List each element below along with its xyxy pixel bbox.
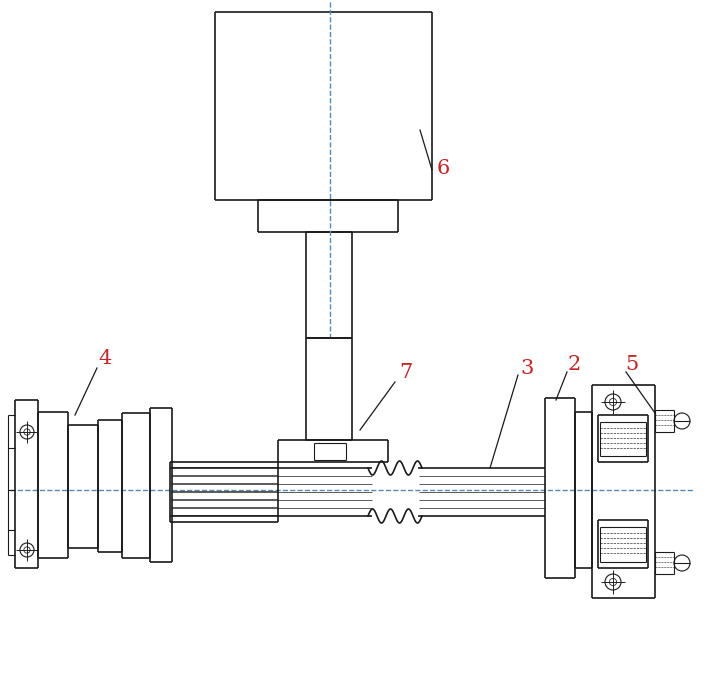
Text: 5: 5 bbox=[626, 355, 639, 375]
Text: 6: 6 bbox=[436, 158, 450, 177]
Text: 3: 3 bbox=[520, 359, 534, 377]
Text: 7: 7 bbox=[400, 363, 412, 383]
Text: 2: 2 bbox=[568, 355, 580, 375]
Text: 4: 4 bbox=[98, 348, 112, 367]
